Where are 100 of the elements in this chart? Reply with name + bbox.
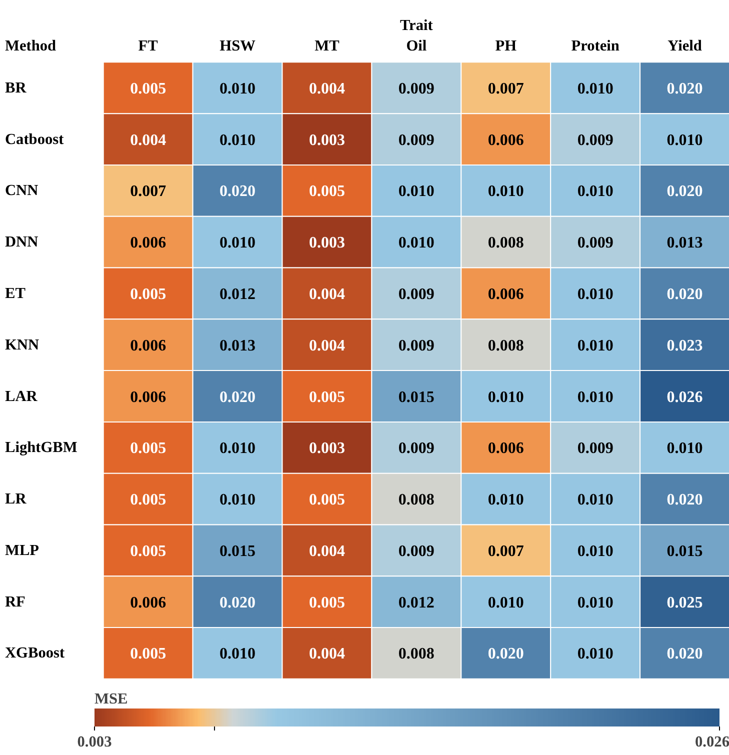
- data-label: 0.009: [398, 440, 434, 458]
- y-tick-label: DNN: [4, 234, 38, 251]
- data-label: 0.010: [398, 234, 434, 252]
- data-label: 0.010: [577, 646, 614, 663]
- y-axis-title: Method: [4, 37, 57, 54]
- x-tick-label: Oil: [406, 37, 427, 54]
- x-tick-label: PH: [495, 37, 517, 54]
- data-label: 0.010: [398, 183, 434, 200]
- data-label: 0.010: [220, 440, 256, 458]
- data-label: 0.010: [577, 183, 614, 200]
- data-label: 0.010: [220, 646, 256, 663]
- y-tick-label: BR: [4, 79, 28, 96]
- data-label: 0.010: [577, 80, 614, 98]
- data-label: 0.023: [666, 337, 703, 354]
- data-label: 0.004: [308, 80, 345, 98]
- data-label: 0.012: [220, 286, 256, 303]
- data-label: 0.005: [130, 646, 166, 663]
- data-label: 0.006: [488, 440, 524, 458]
- data-label: 0.007: [488, 80, 524, 98]
- data-label: 0.006: [130, 337, 166, 354]
- data-label: 0.010: [666, 132, 703, 149]
- x-tick-label: Yield: [668, 37, 702, 54]
- data-label: 0.009: [398, 286, 434, 303]
- data-label: 0.020: [666, 646, 703, 663]
- data-label: 0.010: [577, 542, 614, 560]
- data-label: 0.015: [398, 388, 434, 406]
- y-tick-label: ET: [4, 284, 26, 302]
- data-label: 0.020: [220, 388, 256, 406]
- data-label: 0.020: [220, 183, 256, 200]
- data-label: 0.010: [577, 286, 614, 303]
- data-label: 0.006: [488, 286, 524, 303]
- data-label: 0.010: [577, 594, 614, 612]
- data-label: 0.008: [398, 646, 434, 663]
- data-label: 0.015: [666, 542, 703, 560]
- data-label: 0.009: [577, 440, 614, 458]
- y-tick-label: CNN: [4, 182, 38, 200]
- y-tick-label: LR: [4, 490, 28, 508]
- data-label: 0.010: [220, 80, 256, 98]
- data-label: 0.026: [666, 388, 703, 406]
- data-label: 0.004: [308, 646, 345, 663]
- data-label: 0.008: [488, 234, 524, 252]
- data-label: 0.005: [308, 183, 345, 200]
- data-label: 0.006: [130, 388, 166, 406]
- y-tick-label: MLP: [4, 542, 40, 559]
- data-label: 0.010: [220, 234, 256, 252]
- y-tick-label: RF: [4, 593, 26, 610]
- data-label: 0.003: [308, 234, 345, 252]
- data-label: 0.008: [488, 337, 524, 354]
- data-label: 0.009: [398, 80, 434, 98]
- y-tick-label: LAR: [4, 388, 38, 405]
- data-label: 0.007: [130, 183, 166, 200]
- data-label: 0.009: [398, 337, 434, 354]
- data-label: 0.013: [666, 234, 703, 252]
- data-label: 0.003: [308, 440, 345, 458]
- data-label: 0.010: [220, 492, 256, 509]
- data-label: 0.003: [308, 132, 345, 149]
- data-label: 0.009: [398, 542, 434, 560]
- data-label: 0.006: [130, 234, 166, 252]
- data-label: 0.020: [666, 183, 703, 200]
- data-label: 0.004: [308, 542, 345, 560]
- data-label: 0.006: [130, 594, 166, 612]
- data-label: 0.005: [308, 388, 345, 406]
- data-label: 0.020: [666, 492, 703, 509]
- x-axis-title: Trait: [400, 16, 434, 34]
- data-label: 0.020: [220, 594, 256, 612]
- data-label: 0.004: [130, 132, 166, 149]
- data-label: 0.010: [488, 492, 524, 509]
- data-label: 0.010: [577, 388, 614, 406]
- data-label: 0.013: [220, 337, 256, 354]
- color-bar-label: 0.026: [695, 734, 729, 750]
- x-tick-label: HSW: [220, 37, 256, 54]
- data-label: 0.020: [666, 286, 703, 303]
- data-label: 0.005: [130, 286, 166, 303]
- y-tick-label: KNN: [4, 336, 40, 354]
- data-label: 0.010: [488, 594, 524, 612]
- data-label: 0.010: [488, 388, 524, 406]
- data-label: 0.005: [130, 80, 166, 98]
- data-label: 0.006: [488, 132, 524, 149]
- data-label: 0.005: [130, 440, 166, 458]
- data-label: 0.005: [308, 492, 345, 509]
- data-label: 0.020: [666, 80, 703, 98]
- data-label: 0.010: [666, 440, 703, 458]
- x-tick-label: MT: [314, 37, 340, 54]
- color-bar-title: MSE: [94, 690, 128, 708]
- data-label: 0.015: [220, 542, 256, 560]
- data-label: 0.005: [130, 542, 166, 560]
- data-label: 0.010: [220, 132, 256, 149]
- data-label: 0.004: [308, 286, 345, 303]
- x-tick-label: FT: [138, 37, 158, 54]
- data-label: 0.005: [308, 594, 345, 612]
- data-label: 0.004: [308, 337, 345, 354]
- data-label: 0.010: [488, 183, 524, 200]
- data-label: 0.005: [130, 492, 166, 509]
- x-tick-label: Protein: [571, 37, 620, 54]
- y-tick-label: XGBoost: [4, 644, 66, 662]
- data-label: 0.012: [398, 594, 434, 612]
- y-tick-label: Catboost: [4, 130, 65, 148]
- data-label: 0.010: [577, 492, 614, 509]
- data-label: 0.007: [488, 542, 524, 560]
- data-label: 0.008: [398, 492, 434, 509]
